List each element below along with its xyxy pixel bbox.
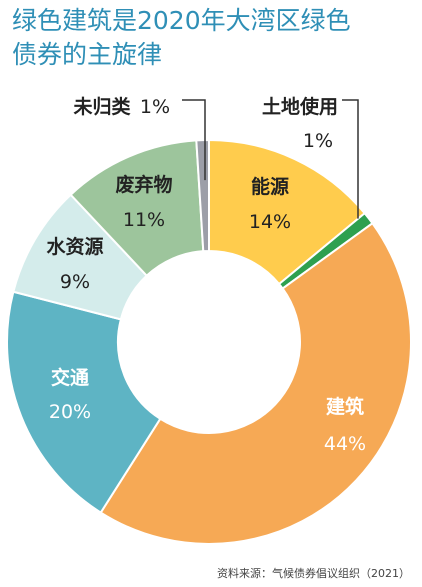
chart-title-line1: 绿色建筑是2020年大湾区绿色 <box>12 6 351 35</box>
slice-value-unallocated: 1% <box>140 96 170 118</box>
chart-title-line2: 债券的主旋律 <box>12 40 163 69</box>
slice-buildings <box>99 221 412 545</box>
slice-transport <box>6 290 162 514</box>
slice-label-buildings: 建筑 <box>326 395 364 418</box>
slice-value-energy: 14% <box>249 211 291 233</box>
slice-value-water: 9% <box>60 271 90 293</box>
slice-label-unallocated: 未归类 <box>72 95 130 118</box>
slice-value-waste: 11% <box>123 209 165 231</box>
slice-value-land-use: 1% <box>303 130 333 152</box>
leader-lines <box>182 99 359 219</box>
leader-line-land-use <box>342 99 359 219</box>
slice-label-water: 水资源 <box>46 235 103 258</box>
slice-label-energy: 能源 <box>251 175 289 198</box>
chart-title: 绿色建筑是2020年大湾区绿色 债券的主旋律 <box>12 4 412 72</box>
slice-label-transport: 交通 <box>51 366 90 389</box>
leader-line-unallocated <box>182 99 206 181</box>
slice-energy <box>208 138 367 286</box>
slice-value-transport: 20% <box>49 401 91 423</box>
source-note: 资料来源：气候债券倡议组织（2021） <box>217 567 410 580</box>
slice-label-waste: 废弃物 <box>115 173 172 196</box>
slice-value-buildings: 44% <box>324 433 366 455</box>
slice-unallocated <box>195 138 210 253</box>
donut-slices <box>6 138 412 545</box>
slice-label-land-use: 土地使用 <box>262 95 338 118</box>
slice-labels: 能源 14% 土地使用 1% 建筑 44% 交通 20% 水资源 9% 废弃物 11% 未归类 1% <box>46 95 366 455</box>
